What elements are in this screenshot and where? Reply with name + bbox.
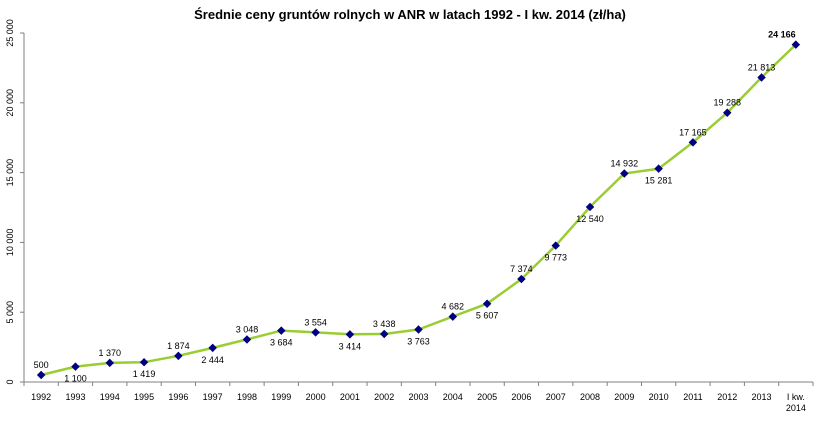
data-point [277,326,286,335]
data-point [71,362,80,371]
x-tick-label: 2000 [306,392,326,402]
data-label: 1 100 [64,374,87,384]
data-label: 1 419 [133,369,156,379]
y-tick-label: 20 000 [5,89,15,117]
x-tick-label: 2011 [683,392,702,402]
data-label: 1 370 [98,348,121,358]
data-label: 12 540 [576,214,604,224]
x-tick-label: 1992 [31,392,51,402]
series-layer [36,40,801,380]
data-label: 3 438 [373,319,396,329]
data-label: 21 813 [748,62,776,72]
data-label: 4 682 [442,302,465,312]
data-label: 14 932 [611,159,639,169]
data-label: 7 374 [510,264,533,274]
data-label: 24 166 [768,30,796,40]
x-tick-label: 2001 [340,392,360,402]
x-tick-label: 1999 [271,392,291,402]
data-label: 15 281 [645,176,673,186]
y-tick-label: 5 000 [5,301,15,324]
x-tick-label: 2013 [752,392,772,402]
x-tick-label: 2006 [511,392,531,402]
y-tick-label: 10 000 [5,229,15,257]
data-point [36,370,46,380]
data-label: 3 763 [407,336,430,346]
data-point [174,351,183,361]
data-point [139,357,149,367]
y-tick-label: 15 000 [5,159,15,187]
data-labels: 500 1 100 1 370 1 419 1 874 2 444 3 048 3 684 3 … [34,30,796,384]
data-label: 1 874 [167,341,190,351]
y-tick-label: 0 [5,379,15,384]
x-tick-label: 1996 [168,392,188,402]
data-point [379,329,389,339]
x-tick-label: 1995 [134,392,154,402]
x-tick-label: 2002 [374,392,394,402]
data-point [517,274,526,284]
axes [23,33,813,383]
x-tick-label: 1993 [65,392,85,402]
x-tick-label: 1997 [203,392,223,402]
data-label: 17 165 [679,127,707,137]
data-label: 9 773 [544,253,567,263]
x-tick-label: 2014 [786,403,806,413]
data-point [448,312,458,321]
data-label: 3 684 [270,338,293,348]
data-label: 500 [34,360,49,370]
data-label: 5 607 [476,311,499,321]
data-point [311,328,320,337]
y-tick-label: 25 000 [5,19,15,47]
x-tick-label: 2004 [443,392,463,402]
x-tick-label: 2010 [649,392,669,402]
data-label: 19 288 [713,98,741,108]
x-tick-label: 2003 [408,392,428,402]
x-axis-ticks: 1992 1993 1994 1995 1996 1997 1998 1999 2000 2001… [23,382,814,413]
data-point [345,330,355,339]
x-tick-label: 2005 [477,392,497,402]
data-point [414,325,423,334]
x-tick-label: 2012 [717,392,737,402]
x-tick-label: 1994 [100,392,120,402]
data-label: 3 554 [304,317,327,327]
x-tick-label: 2009 [614,392,634,402]
x-tick-label: 1998 [237,392,257,402]
x-tick-label: 2007 [546,392,566,402]
y-axis-ticks: 0 5 000 10 000 15 000 20 000 25 000 [5,19,24,385]
chart-title: Średnie ceny gruntów rolnych w ANR w lat… [194,7,626,22]
data-point [482,299,492,308]
x-tick-label: I kw. [787,392,805,402]
data-point [208,343,217,353]
data-label: 3 414 [339,341,362,351]
data-label: 2 444 [201,355,224,365]
x-tick-label: 2008 [580,392,600,402]
data-point [105,358,115,368]
data-label: 3 048 [236,324,259,334]
data-point [242,335,252,344]
